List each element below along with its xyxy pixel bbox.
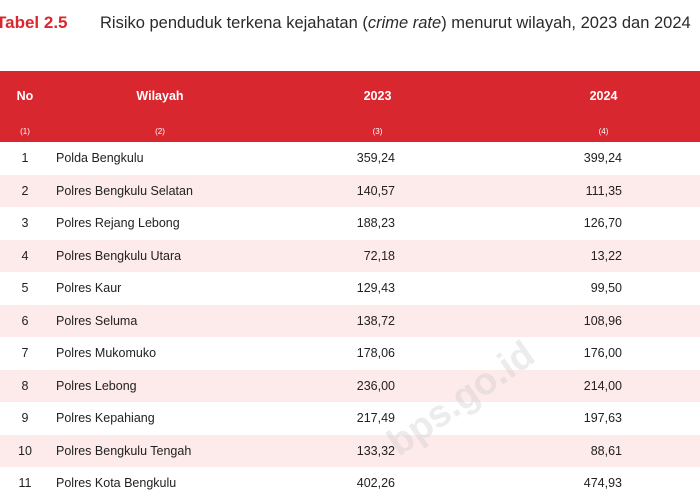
table-row: 3 Polres Rejang Lebong 188,23 126,70 [0,207,700,240]
cell-wilayah: Polres Kota Bengkulu [56,476,177,491]
table-row: 8 Polres Lebong 236,00 214,00 [0,369,700,402]
table-label: Tabel 2.5 [0,13,68,32]
cell-2023: 129,43 [356,281,395,296]
table-row: 2 Polres Bengkulu Selatan 140,57 111,35 [0,174,700,207]
cell-no: 6 [21,313,29,328]
cell-2024: 99,50 [590,281,622,296]
cell-wilayah: Polres Bengkulu Utara [56,248,182,263]
title-text-1: Risiko penduduk terkena kejahatan ( [100,14,368,32]
colnum-2023: (3) [372,126,383,136]
table-row: 10 Polres Bengkulu Tengah 133,32 88,61 [0,434,700,467]
cell-no: 8 [21,378,29,393]
cell-wilayah: Polres Lebong [56,378,137,393]
cell-2024: 88,61 [590,443,622,458]
column-number-row: (1) (2) (3) (4) [0,120,700,142]
header-2023: 2023 [363,88,392,103]
cell-no: 2 [21,183,29,198]
cell-wilayah: Polres Kepahiang [56,411,155,426]
cell-2024: 111,35 [585,183,622,198]
cell-2024: 214,00 [583,378,622,393]
cell-2023: 236,00 [356,378,395,393]
cell-2024: 126,70 [583,216,622,231]
cell-wilayah: Polda Bengkulu [56,151,144,166]
cell-2024: 474,93 [583,476,622,491]
table-row: 6 Polres Seluma 138,72 108,96 [0,304,700,337]
cell-wilayah: Polres Rejang Lebong [56,216,180,231]
table-row: 5 Polres Kaur 129,43 99,50 [0,272,700,305]
cell-2024: 399,24 [583,151,622,166]
cell-2023: 138,72 [356,313,395,328]
cell-no: 9 [21,411,29,426]
header-2024: 2024 [589,88,618,103]
cell-wilayah: Polres Bengkulu Selatan [56,183,193,198]
table-row: 11 Polres Kota Bengkulu 402,26 474,93 [0,467,700,500]
cell-2023: 217,49 [356,411,395,426]
cell-2023: 140,57 [356,183,395,198]
title-text-2: ) menurut wilayah, 2023 dan 2024 [441,14,691,32]
cell-2023: 133,32 [356,443,395,458]
cell-2023: 178,06 [356,346,395,361]
cell-2024: 197,63 [583,411,622,426]
cell-2023: 188,23 [356,216,395,231]
colnum-no: (1) [20,126,30,136]
cell-no: 11 [18,476,32,491]
cell-no: 4 [21,248,29,263]
cell-wilayah: Polres Bengkulu Tengah [56,443,192,458]
cell-no: 10 [18,443,32,458]
table-title: Risiko penduduk terkena kejahatan (crime… [100,12,700,35]
cell-2023: 402,26 [356,476,395,491]
cell-2024: 108,96 [583,313,622,328]
crime-rate-table: No Wilayah 2023 2024 (1) (2) (3) (4) 1 Po… [0,71,700,500]
colnum-2024: (4) [598,126,609,136]
cell-no: 3 [21,216,29,231]
cell-2024: 176,00 [583,346,622,361]
cell-no: 5 [21,281,29,296]
table-row: 1 Polda Bengkulu 359,24 399,24 [0,142,700,175]
cell-wilayah: Polres Mukomuko [56,346,157,361]
table-header-row: No Wilayah 2023 2024 [0,71,700,120]
title-italic-term: crime rate [367,14,442,32]
header-no: No [16,88,34,103]
cell-2024: 13,22 [590,248,622,263]
cell-wilayah: Polres Kaur [56,281,122,296]
cell-2023: 359,24 [356,151,395,166]
header-wilayah: Wilayah [136,88,184,103]
table-row: 7 Polres Mukomuko 178,06 176,00 [0,337,700,370]
table-row: 9 Polres Kepahiang 217,49 197,63 [0,402,700,435]
cell-wilayah: Polres Seluma [56,313,138,328]
table-row: 4 Polres Bengkulu Utara 72,18 13,22 [0,239,700,272]
cell-no: 1 [21,151,29,166]
cell-no: 7 [21,346,29,361]
colnum-wilayah: (2) [155,126,165,136]
cell-2023: 72,18 [363,248,395,263]
